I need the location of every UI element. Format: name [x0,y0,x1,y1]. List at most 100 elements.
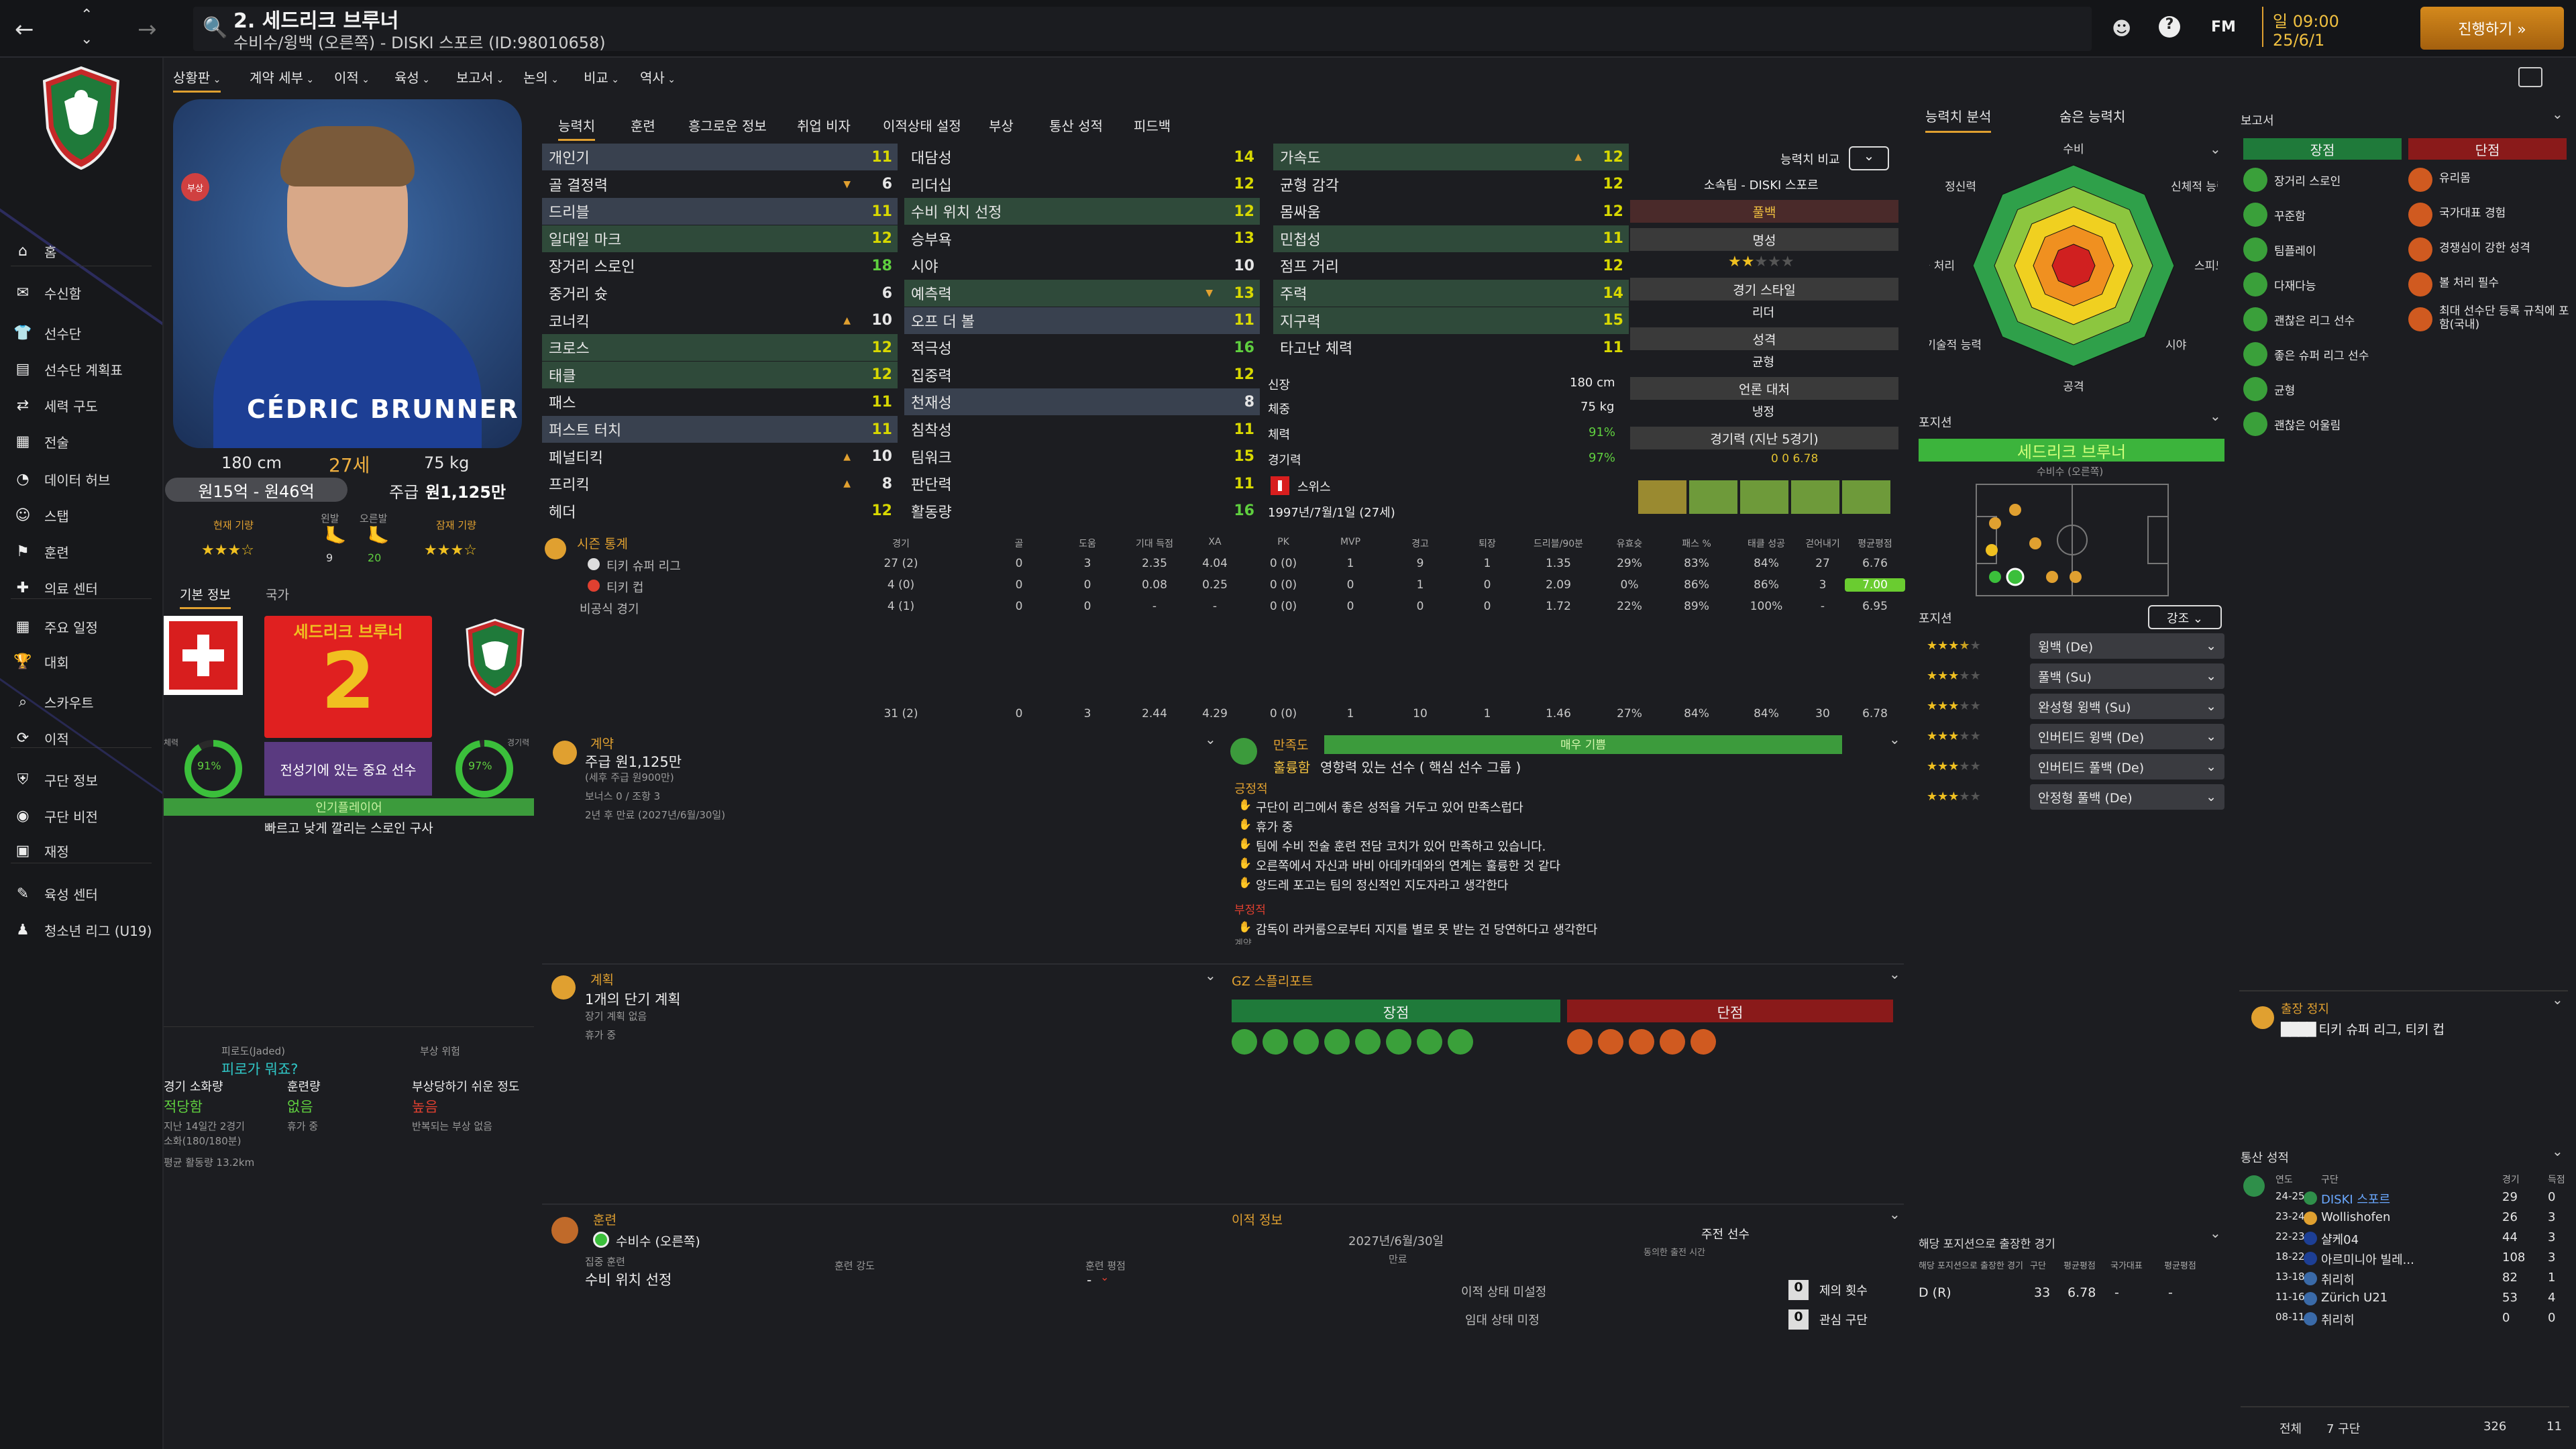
subnav-item-1[interactable]: 계약 세부 ⌄ [250,67,314,87]
role-title[interactable]: 포지션 [1919,612,1952,626]
career-collapse-icon[interactable]: ⌄ [2552,1143,2563,1159]
attribute-row[interactable]: 집중력 12 [904,362,1260,388]
suspension-collapse-icon[interactable]: ⌄ [2552,991,2563,1008]
role-select[interactable]: 풀백 (Su) ⌄ [2030,663,2224,689]
attribute-row[interactable]: 수비 위치 선정 12 [904,198,1260,225]
contract-collapse-icon[interactable]: ⌄ [1205,731,1216,747]
career-cell[interactable]: 아르미니아 빌레... [2321,1253,2414,1267]
attribute-row[interactable]: 드리블 11 [542,198,898,225]
attribute-row[interactable]: 민첩성 11 [1273,225,1629,252]
sidebar-item-7[interactable]: ☺ 스탭 [13,502,154,529]
attribute-row[interactable]: 개인기 11 [542,144,898,170]
attribute-row[interactable]: 예측력 ▼ 13 [904,280,1260,307]
satisfaction-collapse-icon[interactable]: ⌄ [1889,731,1900,747]
attribute-row[interactable]: 몸싸움 12 [1273,198,1629,225]
attribute-row[interactable]: 적극성 16 [904,334,1260,361]
attribute-row[interactable]: 퍼스트 터치 11 [542,416,898,443]
sidebar-item-9[interactable]: ✚ 의료 센터 [13,574,154,601]
attribute-row[interactable]: 크로스 12 [542,334,898,362]
role-select[interactable]: 완성형 윙백 (Su) ⌄ [2030,694,2224,719]
scout-title[interactable]: GZ 스플리포트 [1232,974,1313,989]
forward-icon[interactable]: → [138,16,157,43]
role-select[interactable]: 안정형 풀백 (De) ⌄ [2030,784,2224,810]
sidebar-item-5[interactable]: ▦ 전술 [13,428,154,455]
radar-collapse-icon[interactable]: ⌄ [2210,141,2221,157]
analysis-tab-1[interactable]: 숨은 능력치 [2059,109,2126,125]
training-title[interactable]: 훈련 [593,1213,616,1228]
attribute-row[interactable]: 점프 거리 12 [1273,252,1629,279]
attribute-row[interactable]: 코너킥 ▲ 10 [542,307,898,334]
sidebar-item-1[interactable]: ✉ 수신함 [13,279,154,306]
compare-dropdown[interactable]: ⌄ [1849,146,1889,170]
role-select[interactable]: 윙백 (De) ⌄ [2030,633,2224,659]
season-title[interactable]: 시즌 통계 [577,537,628,551]
career-cell[interactable]: 샬케04 [2321,1233,2359,1247]
help-icon[interactable]: ? [2159,16,2180,38]
subnav-item-6[interactable]: 비교 ⌄ [584,67,619,87]
subnav-item-3[interactable]: 육성 ⌄ [394,67,430,87]
attribute-row[interactable]: 주력 14 [1273,280,1629,307]
sidebar-item-11[interactable]: 🏆 대회 [13,648,154,675]
attribute-row[interactable]: 장거리 스로인 18 [542,252,898,279]
injury-badge[interactable]: 부상 [181,173,209,201]
attribute-row[interactable]: 균형 감각 12 [1273,171,1629,198]
sidebar-item-10[interactable]: ▦ 주요 일정 [13,613,154,640]
attribute-row[interactable]: 가속도 ▲ 12 [1273,144,1629,170]
attribute-row[interactable]: 프리킥 ▲ 8 [542,470,898,497]
subnav-item-5[interactable]: 논의 ⌄ [523,67,559,87]
sidebar-item-12[interactable]: ⌕ 스카우트 [13,688,154,715]
tab-7[interactable]: 피드백 [1134,118,1171,134]
subnav-item-7[interactable]: 역사 ⌄ [640,67,676,87]
career-cell[interactable]: Wollishofen [2321,1210,2391,1224]
chevron-up-icon[interactable]: ⌃ [80,7,93,23]
career-cell[interactable]: DISKI 스포르 [2321,1193,2391,1207]
tab-2[interactable]: 흥그로운 정보 [688,118,767,134]
attribute-row[interactable]: 일대일 마크 12 [542,225,898,252]
sidebar-item-17[interactable]: ✎ 육성 센터 [13,880,154,907]
attribute-row[interactable]: 패스 11 [542,388,898,415]
layout-icon[interactable] [2518,67,2542,87]
career-cell[interactable]: 취리히 [2321,1313,2355,1328]
plan-collapse-icon[interactable]: ⌄ [1205,967,1216,983]
played-collapse-icon[interactable]: ⌄ [2210,1225,2221,1241]
attribute-row[interactable]: 천재성 8 [904,388,1260,416]
sidebar-item-14[interactable]: ⛨ 구단 정보 [13,766,154,793]
sidebar-item-13[interactable]: ⟳ 이적 [13,724,154,751]
chevron-down-icon[interactable]: ⌄ [80,31,93,48]
tab-3[interactable]: 취업 비자 [797,118,851,134]
tab-basic-info[interactable]: 기본 정보 [180,585,231,609]
analysis-tab-0[interactable]: 능력치 분석 [1925,106,1992,133]
sidebar-item-4[interactable]: ⇄ 세력 구도 [13,392,154,419]
attribute-row[interactable]: 태클 12 [542,361,898,388]
attribute-row[interactable]: 오프 더 볼 11 [904,307,1260,334]
transfer-collapse-icon[interactable]: ⌄ [1889,1206,1900,1222]
subnav-item-0[interactable]: 상황판 ⌄ [173,67,221,93]
sidebar-item-6[interactable]: ◔ 데이터 허브 [13,466,154,492]
scout-collapse-icon[interactable]: ⌄ [1889,966,1900,982]
attribute-row[interactable]: 시야 10 [904,252,1260,279]
continue-button[interactable]: 진행하기 » [2420,7,2564,50]
tab-4[interactable]: 이적상태 설정 [883,118,961,134]
search-icon[interactable]: 🔍 [203,16,228,40]
sidebar-item-8[interactable]: ⚑ 훈련 [13,538,154,565]
attribute-row[interactable]: 대담성 14 [904,144,1260,170]
contract-title[interactable]: 계약 [590,737,614,751]
role-select[interactable]: 인버티드 풀백 (De) ⌄ [2030,754,2224,780]
plan-title[interactable]: 계획 [590,973,614,987]
tab-nation[interactable]: 국가 [266,588,289,602]
positions-collapse-icon[interactable]: ⌄ [2210,408,2221,424]
season-row-name[interactable]: 티키 컵 [606,581,644,595]
social-icon[interactable]: ☻ [2112,17,2132,40]
career-cell[interactable]: Zürich U21 [2321,1291,2388,1305]
attribute-row[interactable]: 골 결정력 ▼ 6 [542,171,898,198]
tab-5[interactable]: 부상 [989,118,1014,134]
tab-6[interactable]: 통산 성적 [1049,118,1103,134]
sidebar-item-3[interactable]: ▤ 선수단 계획표 [13,356,154,382]
sidebar-item-18[interactable]: ♟ 청소년 리그 (U19) [13,916,154,943]
attribute-row[interactable]: 타고난 체력 11 [1273,334,1629,361]
back-icon[interactable]: ← [15,16,34,43]
subnav-item-2[interactable]: 이적 ⌄ [334,67,370,87]
attribute-row[interactable]: 활동량 16 [904,498,1260,525]
satisfaction-title[interactable]: 만족도 [1273,738,1309,753]
highlight-dropdown[interactable]: 강조 ⌄ [2148,605,2222,629]
